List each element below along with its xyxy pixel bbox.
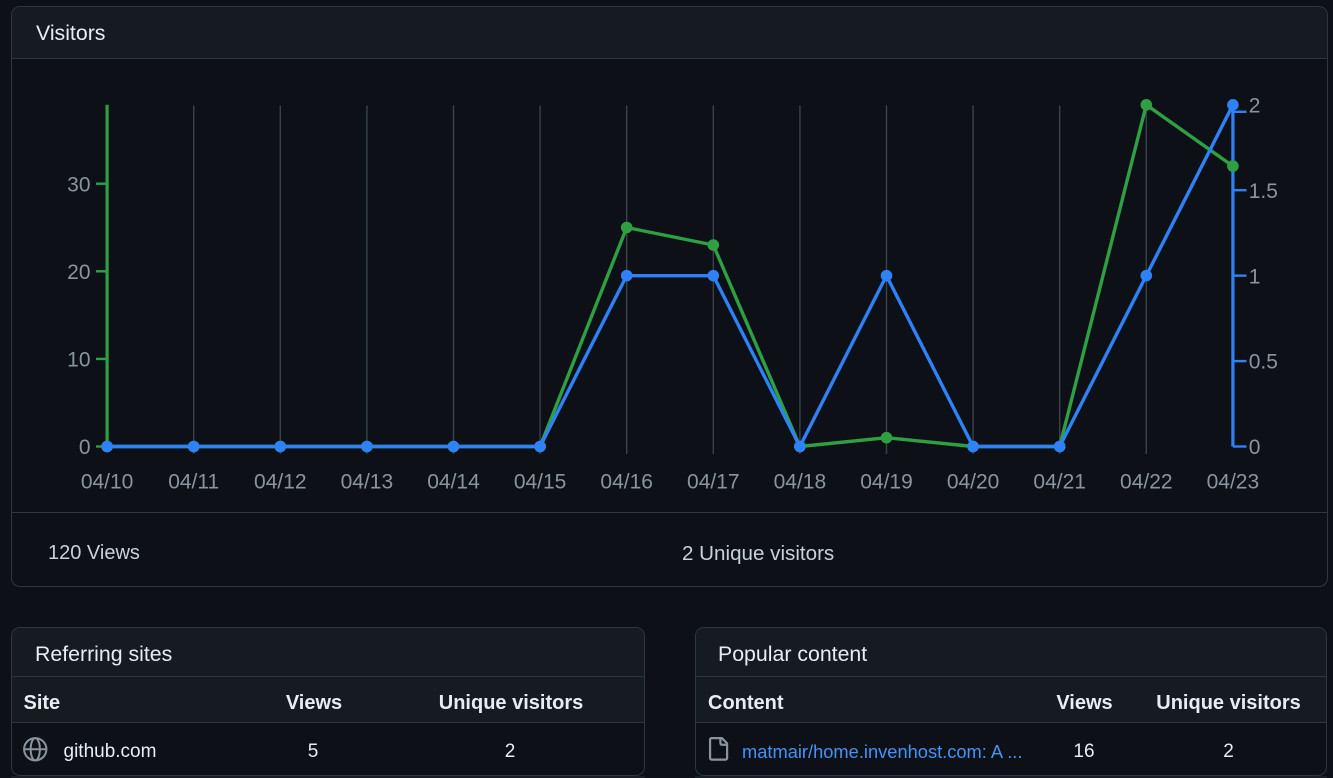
svg-text:30: 30 (67, 173, 90, 196)
svg-text:10: 10 (67, 348, 90, 371)
svg-text:20: 20 (67, 260, 90, 283)
svg-text:04/10: 04/10 (80, 470, 133, 493)
svg-text:0: 0 (1248, 436, 1260, 459)
svg-text:2: 2 (1248, 94, 1260, 117)
svg-text:04/21: 04/21 (1033, 470, 1086, 493)
svg-text:1.5: 1.5 (1248, 179, 1277, 202)
svg-text:04/19: 04/19 (860, 470, 913, 493)
svg-text:04/12: 04/12 (254, 470, 307, 493)
svg-text:04/18: 04/18 (773, 470, 826, 493)
svg-text:04/22: 04/22 (1120, 470, 1173, 493)
svg-text:04/13: 04/13 (340, 470, 393, 493)
svg-text:0: 0 (78, 436, 90, 459)
svg-text:04/23: 04/23 (1206, 470, 1259, 493)
svg-text:04/15: 04/15 (513, 470, 566, 493)
svg-text:04/17: 04/17 (687, 470, 740, 493)
svg-text:04/16: 04/16 (600, 470, 653, 493)
svg-text:1: 1 (1248, 265, 1260, 288)
svg-text:04/20: 04/20 (946, 470, 999, 493)
svg-text:04/11: 04/11 (168, 470, 219, 493)
svg-text:0.5: 0.5 (1248, 350, 1277, 373)
svg-text:04/14: 04/14 (427, 470, 480, 493)
